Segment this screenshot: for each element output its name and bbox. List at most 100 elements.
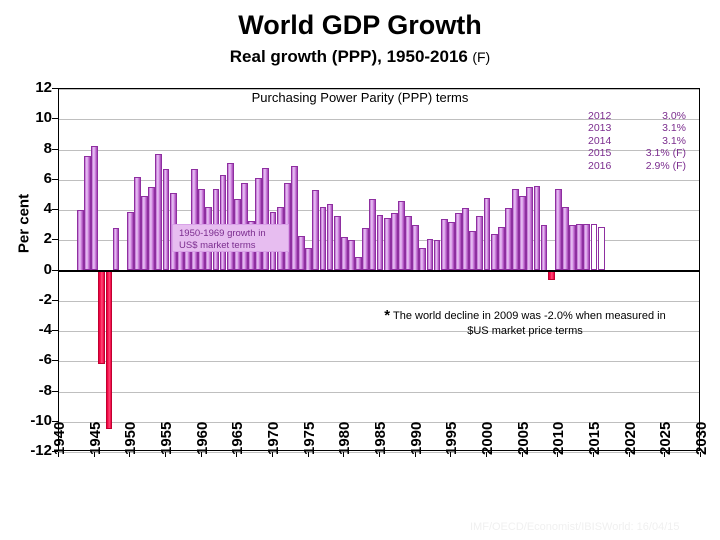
- gridline: [59, 331, 699, 332]
- bar: [526, 187, 534, 271]
- y-axis-tick-mark: [52, 330, 58, 331]
- x-axis-tick-mark: [664, 452, 666, 457]
- bar: [490, 234, 498, 271]
- bar: [412, 225, 420, 271]
- gridline: [59, 300, 699, 302]
- stats-value: 3.1%: [662, 122, 686, 135]
- x-axis-tick-mark: [93, 452, 95, 457]
- bar: [105, 270, 113, 430]
- source-credit: IMF/OECD/Economist/IBISWorld: 16/04/15: [470, 521, 680, 533]
- x-axis-tick-mark: [236, 452, 238, 457]
- y-axis-tick-mark: [52, 118, 58, 120]
- bar: [369, 199, 377, 271]
- bar: [554, 188, 562, 271]
- y-axis-tick-label: 0: [43, 260, 52, 278]
- bar: [483, 197, 491, 271]
- x-axis-tick-mark: [379, 452, 380, 457]
- market-terms-note: 1950-1969 growth in US$ market terms: [172, 224, 289, 252]
- y-axis-tick-label: -8: [38, 381, 52, 399]
- x-axis-tick-label: 2020: [621, 421, 639, 455]
- x-axis-tick-mark: [343, 452, 345, 457]
- bar: [191, 169, 198, 271]
- gridline: [59, 149, 699, 151]
- y-axis-tick-label: -2: [38, 290, 52, 308]
- bar: [533, 185, 541, 271]
- subtitle-main: Real growth (PPP), 1950-2016: [229, 47, 468, 66]
- stats-year: 2016: [588, 159, 612, 172]
- x-axis-tick-mark: [700, 452, 701, 457]
- bar: [390, 213, 398, 271]
- bar: [126, 211, 134, 271]
- bar: [512, 188, 519, 271]
- bar: [590, 223, 598, 271]
- zero-axis-line: [59, 269, 699, 272]
- stats-row: 2015 3.1% (F): [588, 147, 686, 159]
- bar: [376, 214, 384, 271]
- y-axis-tick-label: 6: [43, 169, 52, 187]
- stats-value: 2.9% (F): [645, 159, 686, 172]
- stats-year: 2015: [588, 147, 612, 160]
- bar: [583, 223, 591, 271]
- x-axis-tick-label: 2005: [514, 421, 532, 455]
- y-axis-tick-label: 12: [35, 79, 52, 96]
- gridline: [59, 119, 699, 121]
- y-axis-tick-label: 8: [43, 139, 52, 157]
- stats-row: 2012 3.0%: [588, 110, 686, 122]
- bar: [262, 167, 270, 271]
- ppp-terms-label: Purchasing Power Parity (PPP) terms: [251, 90, 469, 105]
- stats-year: 2013: [588, 122, 612, 135]
- bar: [226, 163, 234, 271]
- stats-row: 2014 3.1%: [588, 135, 686, 147]
- y-axis-tick-label: -10: [30, 411, 52, 429]
- bar: [419, 247, 427, 271]
- y-axis-tick-label: -6: [38, 351, 52, 369]
- x-axis-tick-label: 1945: [86, 421, 104, 455]
- stats-value: 3.0%: [662, 110, 686, 122]
- bar: [291, 166, 298, 271]
- plot-area: [58, 88, 700, 453]
- y-axis-tick-label: 4: [43, 200, 52, 217]
- y-axis-tick-mark: [52, 148, 58, 150]
- bar: [305, 247, 313, 271]
- x-axis-tick-label: 1975: [300, 421, 318, 455]
- gridline: [59, 179, 699, 181]
- x-axis-tick-mark: [58, 452, 59, 457]
- stats-row: 2016 2.9% (F): [588, 160, 686, 172]
- bar: [426, 238, 434, 271]
- x-axis-tick-label: 1940: [51, 421, 68, 455]
- x-axis-tick-label: 1960: [193, 421, 211, 455]
- bar: [433, 240, 441, 271]
- x-axis-tick-mark: [628, 452, 630, 457]
- y-axis-tick-label: 2: [43, 230, 52, 248]
- y-axis-tick-mark: [52, 178, 58, 180]
- bar: [547, 270, 555, 280]
- x-axis-tick-label: 2030: [693, 421, 710, 455]
- stats-value: 3.1%: [662, 134, 686, 147]
- bar: [319, 206, 327, 271]
- x-axis-tick-label: 1985: [372, 421, 389, 455]
- bar: [476, 216, 484, 271]
- stats-row: 2013 3.1%: [588, 122, 686, 134]
- bar: [447, 222, 455, 271]
- x-axis-tick-label: 2010: [550, 421, 568, 455]
- y-axis-label: Per cent: [15, 193, 33, 254]
- y-axis-tick-mark: [52, 269, 58, 271]
- bar: [298, 235, 305, 271]
- bar: [348, 240, 355, 271]
- x-axis-tick-label: 1995: [443, 421, 461, 455]
- x-axis-tick-label: 1980: [336, 421, 354, 455]
- y-axis-tick-mark: [52, 239, 58, 241]
- y-axis-tick-mark: [52, 420, 58, 422]
- x-axis-tick-mark: [414, 452, 416, 457]
- bar: [462, 208, 469, 271]
- x-axis-tick-label: 1950: [122, 421, 140, 455]
- bar: [91, 146, 99, 271]
- x-axis-tick-label: 1970: [265, 421, 282, 455]
- bar: [141, 196, 148, 271]
- y-axis-tick-mark: [52, 390, 58, 392]
- gridline: [59, 391, 699, 393]
- stats-year: 2014: [588, 134, 612, 147]
- bar: [340, 237, 348, 271]
- x-axis-tick-label: 1965: [229, 421, 247, 455]
